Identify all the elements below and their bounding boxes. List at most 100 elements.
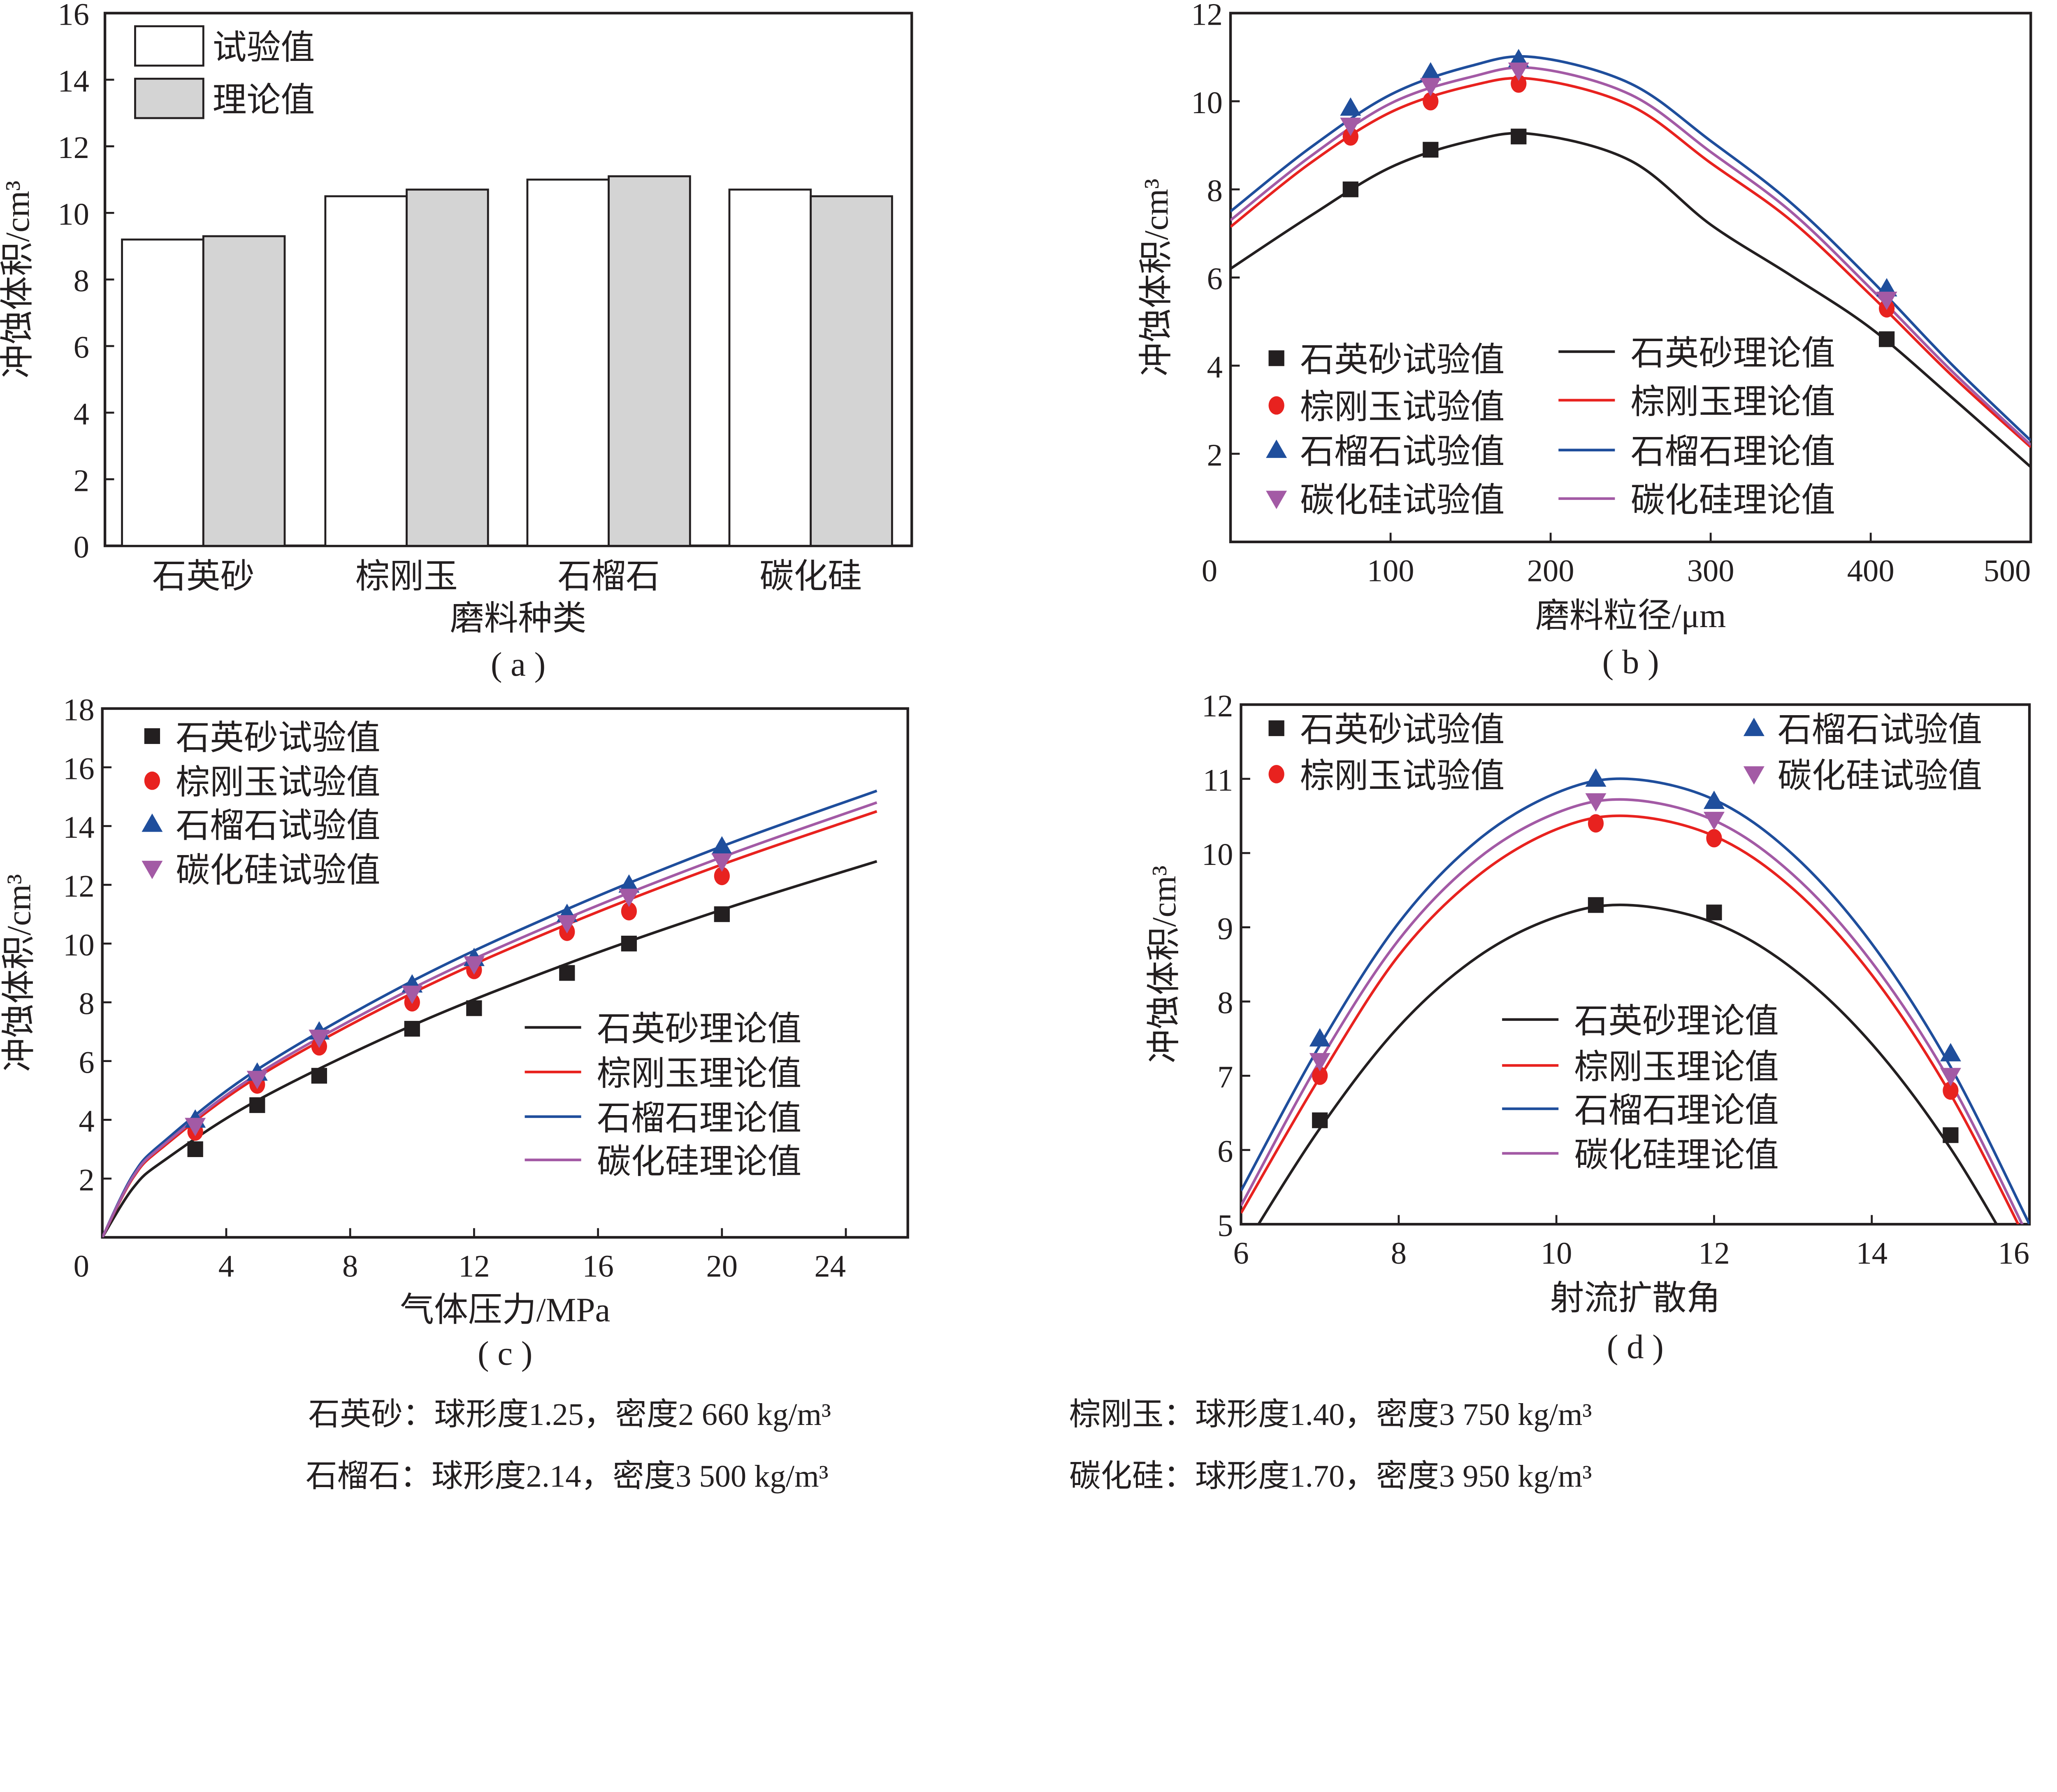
data-point-quartz [1588,897,1604,913]
y-tick-label: 4 [79,1104,94,1139]
x-tick-label: 24 [815,1249,846,1284]
panel-label: ( a ) [491,645,546,683]
plot-frame [1240,703,2031,1226]
y-tick-label: 16 [58,0,89,32]
y-tick-label: 16 [63,751,95,786]
y-tick-label: 11 [1203,762,1233,797]
legend-label-sic: 碳化硅试验值 [1778,757,1982,795]
data-point-garnet [1585,768,1607,787]
y-tick-label: 10 [1191,85,1223,120]
legend-marker-garnet [142,813,163,832]
x-tick-label: 16 [582,1249,614,1284]
x-category-label: 石榴石 [557,558,660,595]
y-tick-label: 4 [1207,349,1223,384]
x-tick-label: 0 [74,1249,89,1284]
data-point-corundum [1312,1067,1328,1085]
y-tick-label: 2 [79,1162,94,1197]
data-point-garnet [1703,790,1725,809]
y-tick-label: 10 [1202,837,1233,872]
legend-label-quartz-theory: 石英砂理论值 [597,1010,801,1048]
y-tick-label: 14 [63,810,95,845]
y-axis-label: 冲蚀体积/cm³ [0,874,37,1072]
bar-experiment [526,179,610,547]
data-point-garnet [1420,62,1441,81]
bar-experiment [121,238,204,547]
data-point-quartz [714,906,730,922]
legend-marker-garnet [1266,439,1287,458]
legend-label-corundum-theory: 棕刚玉理论值 [1574,1048,1779,1086]
legend-marker-sic [142,860,163,879]
x-axis-label: 磨料粒径/μm [1535,597,1726,635]
y-tick-label: 4 [74,397,89,432]
legend-label: 试验值 [213,28,315,66]
data-point-corundum [1588,814,1604,833]
x-category-label: 碳化硅 [759,558,862,595]
legend-marker-quartz [144,728,160,744]
data-point-sic [1585,793,1607,812]
x-tick-label: 400 [1847,553,1894,588]
data-point-quartz [559,965,575,981]
bar-theory [202,235,286,547]
x-tick-label: 12 [1698,1236,1730,1271]
y-tick-label: 12 [1191,0,1223,32]
x-tick-label: 6 [1233,1236,1249,1271]
theory-curve-sic [1230,66,2031,446]
x-tick-label: 12 [458,1249,490,1284]
legend-label-garnet: 石榴石试验值 [176,807,380,844]
panel-label: ( c ) [478,1334,532,1372]
data-point-quartz [311,1068,327,1084]
legend-marker-quartz [1268,720,1284,736]
legend-label-garnet-theory: 石榴石理论值 [597,1099,801,1137]
y-tick-label: 7 [1217,1060,1233,1095]
legend-label-sic-theory: 碳化硅理论值 [1574,1136,1779,1174]
data-point-sic [185,1118,206,1137]
x-tick-label: 8 [342,1249,358,1284]
legend-marker-quartz [1268,350,1284,366]
y-axis-label: 冲蚀体积/cm³ [1137,179,1175,377]
data-point-quartz [1706,904,1722,920]
x-tick-label: 16 [1998,1236,2030,1271]
x-axis-label: 射流扩散角 [1550,1279,1720,1317]
panel-b-particle-size-chart: 2 4 6 8 10 12 0 100 200 300 400 500 冲蚀体积/cm³ 磨料粒径/μm (… [1137,0,2032,681]
data-point-garnet [1340,97,1361,116]
legend-label-quartz: 石英砂试验值 [176,719,380,757]
x-tick-label: 14 [1856,1236,1888,1271]
data-point-sic [402,985,423,1004]
data-point-quartz [1342,181,1358,198]
legend-label-corundum-theory: 棕刚玉理论值 [597,1055,801,1092]
legend-label-sic-theory: 碳化硅理论值 [1631,481,1835,519]
x-tick-label: 20 [706,1249,738,1284]
data-point-sic [1420,78,1441,97]
footnote-garnet: 石榴石：球形度2.14，密度3 500 kg/m³ [306,1459,829,1494]
footnote-quartz: 石英砂：球形度1.25，密度2 660 kg/m³ [308,1397,831,1432]
x-axis-label: 磨料种类 [450,600,587,637]
panel-label: ( d ) [1607,1327,1664,1365]
panel-label: ( b ) [1602,643,1659,681]
legend-marker-corundum [1268,765,1284,783]
legend-label-corundum: 棕刚玉试验值 [176,763,380,801]
bar-experiment [728,188,812,547]
theory-curve-garnet [1230,55,2031,442]
legend-label-garnet-theory: 石榴石理论值 [1631,433,1835,471]
data-point-quartz [1878,331,1895,347]
legend-label-sic: 碳化硅试验值 [1300,481,1504,519]
data-point-quartz [1423,142,1439,158]
data-point-corundum [1342,127,1358,146]
data-point-quartz [621,935,637,952]
y-tick-label: 6 [1217,1134,1233,1169]
legend-label-sic-theory: 碳化硅理论值 [597,1143,801,1181]
y-tick-label: 12 [58,130,89,165]
x-category-label: 石英砂 [152,558,255,595]
y-tick-label: 9 [1217,911,1233,946]
y-tick-label: 6 [74,330,89,365]
data-point-quartz [1943,1127,1959,1143]
data-point-sic [463,956,485,975]
data-point-garnet [618,874,640,893]
y-tick-label: 5 [1217,1208,1233,1243]
y-tick-label: 2 [74,463,89,498]
theory-curve-quartz [1230,132,2031,468]
